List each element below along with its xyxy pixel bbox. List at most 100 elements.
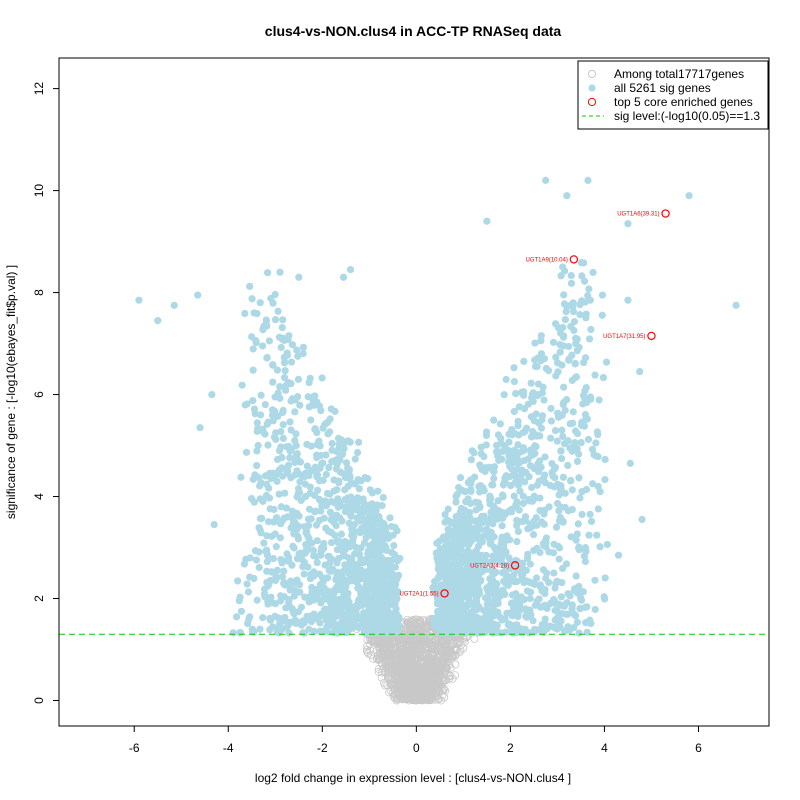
core-gene-label: UGT1A9(10.04) [526,257,568,263]
gene-point-sig [444,615,452,623]
gene-point-sig [437,586,445,595]
gene-point-sig [582,383,590,392]
gene-point-sig [312,553,321,561]
gene-point-sig [476,482,485,490]
gene-point-sig [251,547,260,555]
gene-point-sig [243,580,251,588]
gene-point-sig-outlier [732,301,740,309]
gene-point-sig-outlier [685,192,693,200]
gene-point-sig [337,602,345,610]
gene-point-sig-outlier [624,220,632,228]
gene-point-sig [560,291,568,299]
gene-point-sig [568,351,576,359]
gene-point-sig [519,444,528,452]
core-gene-point [647,331,656,341]
gene-point-sig [345,598,353,606]
gene-point-sig [577,439,585,447]
gene-point-sig [283,550,291,558]
gene-point-sig [278,572,287,581]
gene-point-sig [284,621,292,629]
gene-point-nonsig [394,647,403,656]
gene-point-sig [381,625,389,634]
gene-point-sig [259,614,267,622]
gene-point-sig [264,269,272,277]
gene-point-sig [483,600,491,608]
gene-point-sig [530,417,538,425]
gene-point-sig [294,535,303,543]
gene-point-sig [514,417,522,425]
gene-point-sig [600,593,608,601]
core-gene-point [569,255,579,264]
gene-point-sig [379,529,388,537]
gene-point-sig [262,316,270,324]
gene-point-sig [358,601,366,610]
gene-point-sig [279,464,287,472]
gene-point-sig [253,427,261,435]
gene-point-sig [456,474,465,482]
gene-point-sig [264,441,272,449]
gene-point-sig [334,537,343,545]
gene-point-sig [484,590,493,598]
gene-point-sig [248,295,256,303]
gene-point-sig [294,375,303,383]
gene-point-sig [575,343,583,351]
gene-point-sig [513,557,522,566]
gene-point-sig [229,629,237,637]
gene-point-sig [266,505,274,513]
gene-point-sig [337,530,346,538]
gene-point-sig [572,536,580,544]
gene-point-sig [261,585,269,593]
gene-point-sig [332,575,340,584]
gene-point-sig [457,573,465,581]
gene-point-nonsig [442,669,451,678]
gene-point-nonsig [385,674,394,683]
gene-point-sig [578,488,586,496]
gene-point-sig [283,513,292,521]
gene-point-sig [271,612,279,620]
gene-point-sig [510,377,519,386]
gene-point-sig [255,563,263,572]
gene-point-nonsig [373,639,382,648]
gene-point-sig [249,396,257,405]
gene-point-sig [330,476,338,484]
gene-point-sig [232,613,241,621]
gene-point-nonsig [426,677,435,686]
gene-point-nonsig [401,668,410,677]
gene-point-nonsig [401,665,410,674]
gene-point-sig [347,508,355,516]
gene-point-sig [274,307,282,315]
gene-point-sig [547,417,556,425]
gene-point-sig [458,516,466,524]
gene-point-sig [467,456,475,464]
gene-point-sig [447,600,455,608]
gene-point-sig [310,396,318,405]
gene-point-sig [576,605,584,613]
gene-point-sig [552,353,560,361]
gene-point-sig [504,458,513,466]
gene-point-sig [490,416,498,424]
gene-point-nonsig [388,648,397,657]
gene-point-sig [541,615,549,623]
gene-point-sig [525,473,533,481]
gene-point-sig [253,596,261,604]
gene-point-sig [380,578,388,586]
gene-point-sig [555,544,564,552]
gene-point-sig [277,343,285,352]
gene-point-sig [301,492,310,501]
gene-point-nonsig [369,654,378,663]
gene-point-sig [249,345,257,353]
gene-point-sig [294,522,303,530]
gene-point-sig [296,401,304,409]
gene-point-sig [271,530,279,538]
gene-point-nonsig [381,681,390,690]
gene-point-sig [354,448,362,457]
gene-point-sig [300,570,308,578]
core-gene-label: UGT2A1(1.55) [400,591,439,597]
gene-point-sig [466,499,475,508]
gene-point-sig [530,626,538,634]
gene-point-sig [453,490,461,499]
gene-point-sig [504,578,512,587]
gene-point-sig [511,458,519,466]
gene-point-sig [242,555,250,563]
